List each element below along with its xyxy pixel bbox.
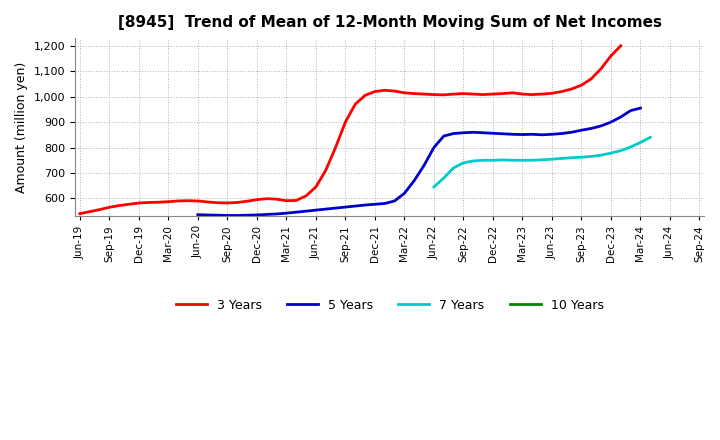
- 3 Years: [430, 92, 438, 97]
- 5 Years: [203, 213, 212, 218]
- 5 Years: [587, 126, 595, 131]
- 5 Years: [449, 131, 458, 136]
- 7 Years: [528, 158, 536, 163]
- 5 Years: [410, 178, 418, 183]
- 5 Years: [616, 114, 625, 120]
- 5 Years: [489, 131, 498, 136]
- Line: 5 Years: 5 Years: [198, 108, 640, 216]
- 7 Years: [557, 156, 566, 161]
- 5 Years: [518, 132, 527, 137]
- 5 Years: [538, 132, 546, 137]
- 5 Years: [430, 145, 438, 150]
- 5 Years: [243, 213, 251, 218]
- 5 Years: [292, 209, 300, 215]
- 5 Years: [469, 130, 477, 135]
- 7 Years: [489, 158, 498, 163]
- 3 Years: [380, 88, 389, 93]
- 7 Years: [636, 140, 644, 145]
- 7 Years: [616, 148, 625, 153]
- 5 Years: [262, 212, 271, 217]
- 5 Years: [597, 123, 606, 128]
- 5 Years: [331, 205, 340, 211]
- 7 Years: [498, 158, 507, 163]
- 5 Years: [459, 130, 468, 136]
- 7 Years: [459, 160, 468, 165]
- 5 Years: [439, 133, 448, 139]
- 5 Years: [194, 212, 202, 217]
- 5 Years: [213, 213, 222, 218]
- 7 Years: [626, 144, 635, 150]
- 5 Years: [567, 130, 576, 135]
- 7 Years: [577, 154, 586, 160]
- 7 Years: [518, 158, 527, 163]
- 7 Years: [646, 135, 654, 140]
- 5 Years: [607, 119, 616, 125]
- 3 Years: [616, 43, 625, 48]
- 5 Years: [498, 131, 507, 136]
- 5 Years: [272, 211, 281, 216]
- 7 Years: [538, 157, 546, 162]
- 5 Years: [528, 132, 536, 137]
- 5 Years: [420, 163, 428, 168]
- 5 Years: [351, 203, 359, 209]
- 7 Years: [597, 153, 606, 158]
- 5 Years: [479, 130, 487, 136]
- 5 Years: [508, 132, 517, 137]
- 7 Years: [587, 154, 595, 159]
- Legend: 3 Years, 5 Years, 7 Years, 10 Years: 3 Years, 5 Years, 7 Years, 10 Years: [171, 294, 608, 317]
- 3 Years: [489, 92, 498, 97]
- 7 Years: [479, 158, 487, 163]
- 5 Years: [282, 210, 291, 216]
- 5 Years: [626, 108, 635, 113]
- 5 Years: [577, 128, 586, 133]
- 5 Years: [223, 213, 232, 218]
- 3 Years: [86, 209, 94, 214]
- 7 Years: [567, 155, 576, 160]
- 5 Years: [371, 202, 379, 207]
- 3 Years: [410, 91, 418, 96]
- 7 Years: [607, 150, 616, 156]
- 7 Years: [439, 176, 448, 181]
- 5 Years: [380, 201, 389, 206]
- 5 Years: [636, 106, 644, 111]
- 7 Years: [449, 165, 458, 171]
- Y-axis label: Amount (million yen): Amount (million yen): [15, 62, 28, 193]
- 5 Years: [253, 213, 261, 218]
- 7 Years: [548, 157, 557, 162]
- 5 Years: [548, 132, 557, 137]
- 5 Years: [341, 205, 350, 210]
- Line: 3 Years: 3 Years: [80, 46, 621, 214]
- 5 Years: [390, 198, 399, 204]
- 5 Years: [312, 208, 320, 213]
- 5 Years: [557, 131, 566, 136]
- 5 Years: [302, 209, 310, 214]
- Title: [8945]  Trend of Mean of 12-Month Moving Sum of Net Incomes: [8945] Trend of Mean of 12-Month Moving …: [117, 15, 662, 30]
- 5 Years: [400, 191, 409, 196]
- 3 Years: [76, 211, 84, 216]
- 5 Years: [233, 213, 241, 218]
- 7 Years: [430, 184, 438, 190]
- 5 Years: [321, 206, 330, 212]
- Line: 7 Years: 7 Years: [434, 137, 650, 187]
- 7 Years: [508, 158, 517, 163]
- 7 Years: [469, 158, 477, 164]
- 5 Years: [361, 202, 369, 208]
- 3 Years: [272, 197, 281, 202]
